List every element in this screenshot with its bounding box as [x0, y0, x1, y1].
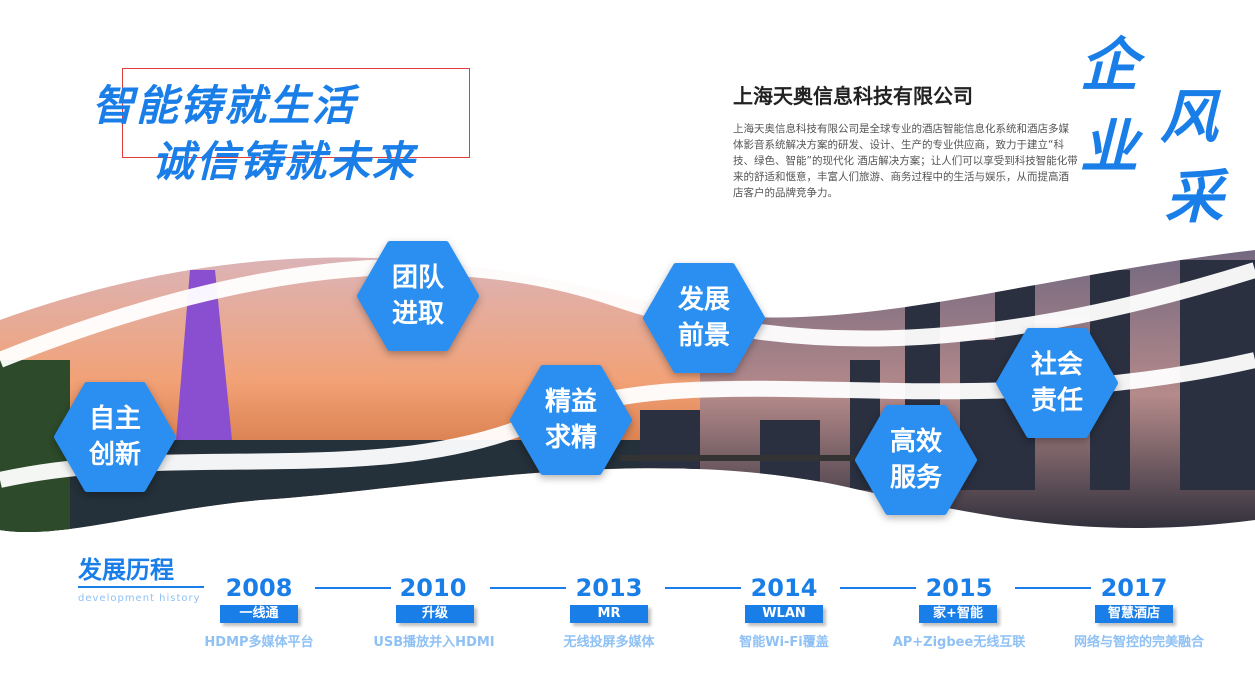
timeline-connector [840, 587, 916, 589]
value-hexagon: 精益求精 [509, 364, 633, 476]
timeline-year: 2015 [925, 574, 993, 602]
value-label: 社会责任 [1030, 350, 1083, 416]
timeline-desc: AP+Zigbee无线互联 [892, 635, 1026, 650]
timeline-year: 2008 [225, 574, 293, 602]
timeline-tag: 升级 [396, 605, 474, 623]
company-description: 上海天奥信息科技有限公司是全球专业的酒店智能信息化系统和酒店多媒体影音系统解决方… [733, 123, 1078, 199]
value-hexagon: 社会责任 [995, 327, 1119, 439]
value-hexagon: 自主创新 [53, 381, 177, 493]
timeline-year: 2017 [1100, 574, 1168, 602]
history-title: 发展历程 [78, 556, 174, 584]
timeline-connector [490, 587, 566, 589]
timeline-connector [665, 587, 741, 589]
timeline-desc: USB播放并入HDMI [373, 635, 495, 650]
decorative-frame [122, 68, 470, 158]
slogan-line-2: 诚信铸就未来 [152, 137, 417, 186]
timeline-tag: WLAN [745, 605, 823, 623]
value-label: 精益求精 [544, 387, 597, 453]
slogan-line-1: 智能铸就生活 [92, 81, 357, 130]
timeline-year: 2010 [399, 574, 467, 602]
timeline-tag: 智慧酒店 [1095, 605, 1173, 623]
timeline-desc: 智能Wi-Fi覆盖 [739, 635, 829, 650]
value-label: 高效服务 [889, 427, 942, 493]
timeline-desc: 网络与智控的完美融合 [1073, 635, 1204, 650]
value-hexagon: 高效服务 [854, 404, 978, 516]
calligraphy-char: 风 [1160, 83, 1219, 151]
timeline-year: 2013 [575, 574, 643, 602]
company-name: 上海天奥信息科技有限公司 [733, 84, 973, 108]
value-label: 自主创新 [88, 404, 141, 470]
timeline-tag: MR [570, 605, 648, 623]
calligraphy-char: 采 [1165, 163, 1224, 231]
calligraphy-char: 业 [1080, 113, 1139, 181]
value-hexagon: 团队进取 [356, 240, 480, 352]
timeline-connector [315, 587, 391, 589]
timeline-connector [1015, 587, 1091, 589]
history-subtitle: development history [78, 593, 201, 604]
timeline-tag: 家+智能 [919, 605, 997, 623]
timeline-year: 2014 [750, 574, 818, 602]
timeline-desc: HDMP多媒体平台 [204, 635, 314, 650]
value-label: 团队进取 [391, 263, 444, 329]
divider [78, 586, 204, 588]
calligraphy-char: 企 [1080, 31, 1139, 99]
timeline-desc: 无线投屏多媒体 [563, 635, 655, 650]
value-label: 发展前景 [677, 285, 730, 351]
timeline-tag: 一线通 [220, 605, 298, 623]
value-hexagon: 发展前景 [642, 262, 766, 374]
